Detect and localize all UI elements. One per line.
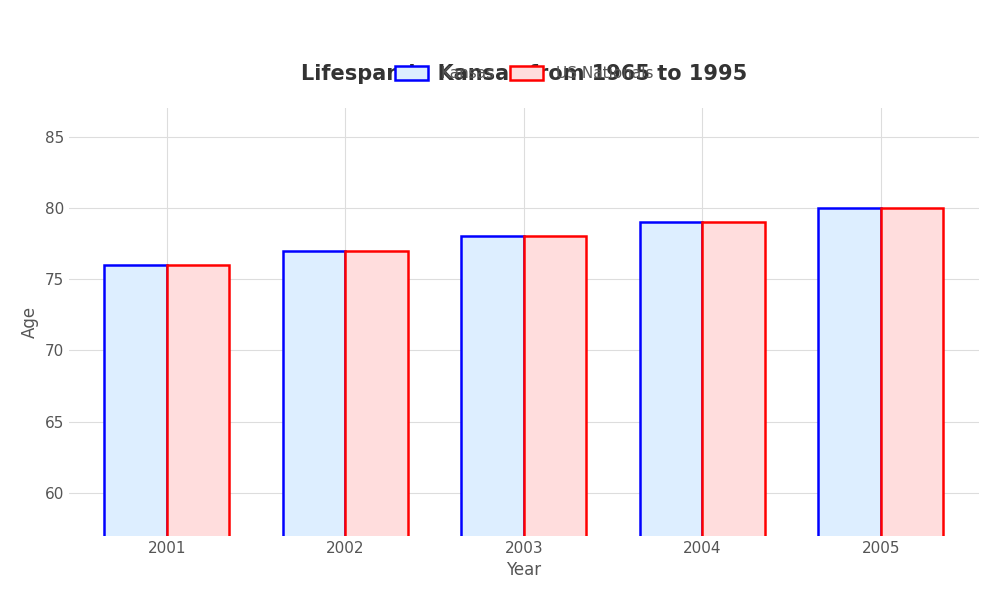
Bar — [702, 222, 765, 600]
Bar — [167, 265, 229, 600]
X-axis label: Year: Year — [506, 561, 541, 579]
Bar — [345, 251, 408, 600]
Bar — [881, 208, 943, 600]
Bar — [283, 251, 345, 600]
Y-axis label: Age: Age — [21, 306, 39, 338]
Bar — [640, 222, 702, 600]
Bar — [104, 265, 167, 600]
Bar — [818, 208, 881, 600]
Bar — [524, 236, 586, 600]
Title: Lifespan in Kansas from 1965 to 1995: Lifespan in Kansas from 1965 to 1995 — [301, 64, 747, 84]
Bar — [461, 236, 524, 600]
Legend: Kansas, US Nationals: Kansas, US Nationals — [389, 60, 659, 88]
